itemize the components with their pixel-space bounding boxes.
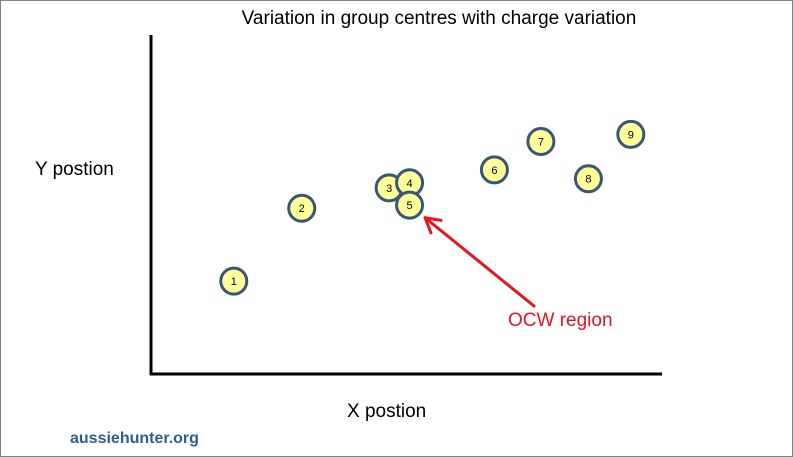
data-point-1	[219, 266, 249, 296]
data-point-label-2: 2	[299, 203, 305, 215]
data-point-label-3: 3	[386, 183, 392, 195]
data-point-2	[287, 193, 317, 223]
data-point-label-4: 4	[407, 178, 413, 190]
annotation-arrow-head	[423, 216, 443, 235]
data-points: 1 2 3 4 5 6 7 8 9	[219, 119, 646, 296]
data-point-7	[526, 126, 556, 156]
data-point-8	[573, 164, 603, 194]
ocw-annotation-label: OCW region	[508, 310, 613, 331]
data-point-6	[479, 155, 509, 185]
annotation-arrow-shaft	[423, 216, 536, 308]
data-point-9	[616, 119, 646, 149]
site-credit: aussiehunter.org	[70, 430, 199, 447]
data-point-label-5: 5	[407, 200, 413, 212]
chart-title: Variation in group centres with charge v…	[241, 8, 637, 29]
x-axis-label: X postion	[347, 401, 427, 422]
data-point-label-1: 1	[231, 276, 237, 288]
data-point-label-6: 6	[491, 165, 497, 177]
data-point-label-8: 8	[585, 174, 591, 186]
data-point-label-7: 7	[538, 136, 544, 148]
data-point-label-9: 9	[628, 129, 634, 141]
y-axis-label: Y postion	[35, 159, 114, 180]
data-point-5	[395, 190, 425, 220]
